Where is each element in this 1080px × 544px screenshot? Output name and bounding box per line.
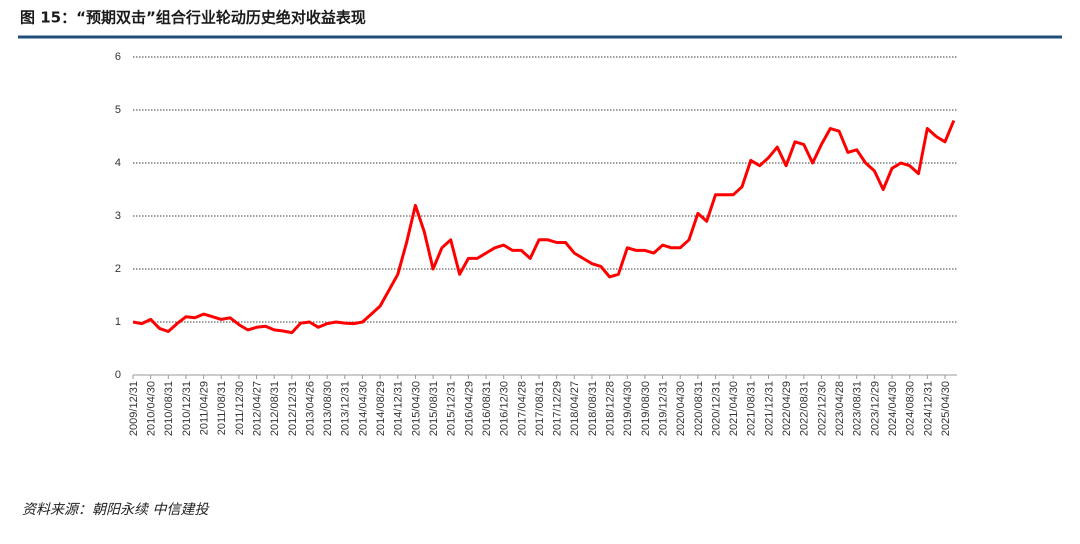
y-tick-label: 6 xyxy=(115,51,121,63)
data-line xyxy=(132,120,956,335)
x-tick-label: 2018/04/27 xyxy=(569,381,581,436)
x-tick-label: 2011/04/29 xyxy=(199,381,211,435)
x-tick-label: 2011/12/30 xyxy=(234,381,246,435)
x-tick-label: 2012/12/31 xyxy=(287,381,299,436)
x-tick-label: 2024/12/31 xyxy=(922,381,934,436)
x-tick-label: 2022/04/29 xyxy=(781,381,793,436)
x-tick-label: 2017/04/28 xyxy=(516,381,528,436)
x-tick-label: 2014/12/31 xyxy=(393,381,405,436)
x-tick-label: 2020/04/30 xyxy=(675,381,687,436)
x-tick-label: 2021/04/30 xyxy=(728,381,740,436)
x-tick-label: 2019/12/31 xyxy=(657,381,669,436)
x-tick-label: 2010/04/30 xyxy=(146,381,158,436)
x-tick-label: 2013/12/31 xyxy=(340,381,352,436)
x-tick-label: 2024/04/30 xyxy=(887,381,899,436)
x-tick-label: 2023/08/31 xyxy=(852,381,864,436)
source-note: 资料来源：朝阳永续 中信建投 xyxy=(22,502,210,518)
x-tick-label: 2012/08/31 xyxy=(269,381,281,436)
x-tick-label: 2020/08/31 xyxy=(693,381,705,436)
y-tick-label: 5 xyxy=(115,104,121,116)
x-tick-label: 2012/04/27 xyxy=(251,381,263,436)
x-tick-label: 2013/04/26 xyxy=(304,381,316,436)
x-tick-label: 2023/04/28 xyxy=(834,381,846,436)
chart-title: 图 15：“预期双击”组合行业轮动历史绝对收益表现 xyxy=(20,9,366,27)
x-tick-label: 2011/08/31 xyxy=(216,381,228,435)
x-tick-label: 2010/12/31 xyxy=(181,381,193,436)
x-tick-label: 2021/12/31 xyxy=(763,381,775,436)
x-tick-label: 2022/12/30 xyxy=(816,381,828,436)
y-tick-label: 1 xyxy=(115,316,121,328)
y-tick-label: 2 xyxy=(115,263,121,275)
y-tick-label: 0 xyxy=(115,369,121,381)
x-tick-label: 2022/08/31 xyxy=(799,381,811,436)
x-tick-label: 2015/12/31 xyxy=(446,381,458,436)
x-tick-label: 2016/08/31 xyxy=(481,381,493,436)
x-tick-label: 2021/08/31 xyxy=(746,381,758,436)
x-tick-label: 2014/08/29 xyxy=(375,381,387,436)
x-tick-label: 2018/12/28 xyxy=(605,381,617,436)
x-tick-label: 2019/08/30 xyxy=(640,381,652,436)
x-tick-label: 2020/12/31 xyxy=(710,381,722,436)
y-tick-label: 4 xyxy=(115,157,121,169)
x-tick-label: 2024/08/30 xyxy=(905,381,917,436)
x-tick-label: 2019/04/30 xyxy=(622,381,634,436)
x-tick-label: 2013/08/30 xyxy=(322,381,334,436)
x-tick-label: 2023/12/29 xyxy=(869,381,881,436)
x-tick-label: 2016/12/30 xyxy=(499,381,511,436)
x-tick-label: 2025/04/30 xyxy=(940,381,952,436)
x-tick-label: 2017/08/31 xyxy=(534,381,546,436)
x-tick-label: 2017/12/29 xyxy=(552,381,564,436)
y-tick-label: 3 xyxy=(115,210,121,222)
x-tick-label: 2015/08/31 xyxy=(428,381,440,436)
x-tick-label: 2018/08/31 xyxy=(587,381,599,436)
x-tick-label: 2010/08/31 xyxy=(163,381,175,436)
x-tick-label: 2009/12/31 xyxy=(128,381,140,436)
x-tick-label: 2015/04/30 xyxy=(410,381,422,436)
x-tick-label: 2016/04/29 xyxy=(463,381,475,436)
x-tick-label: 2014/04/30 xyxy=(357,381,369,436)
